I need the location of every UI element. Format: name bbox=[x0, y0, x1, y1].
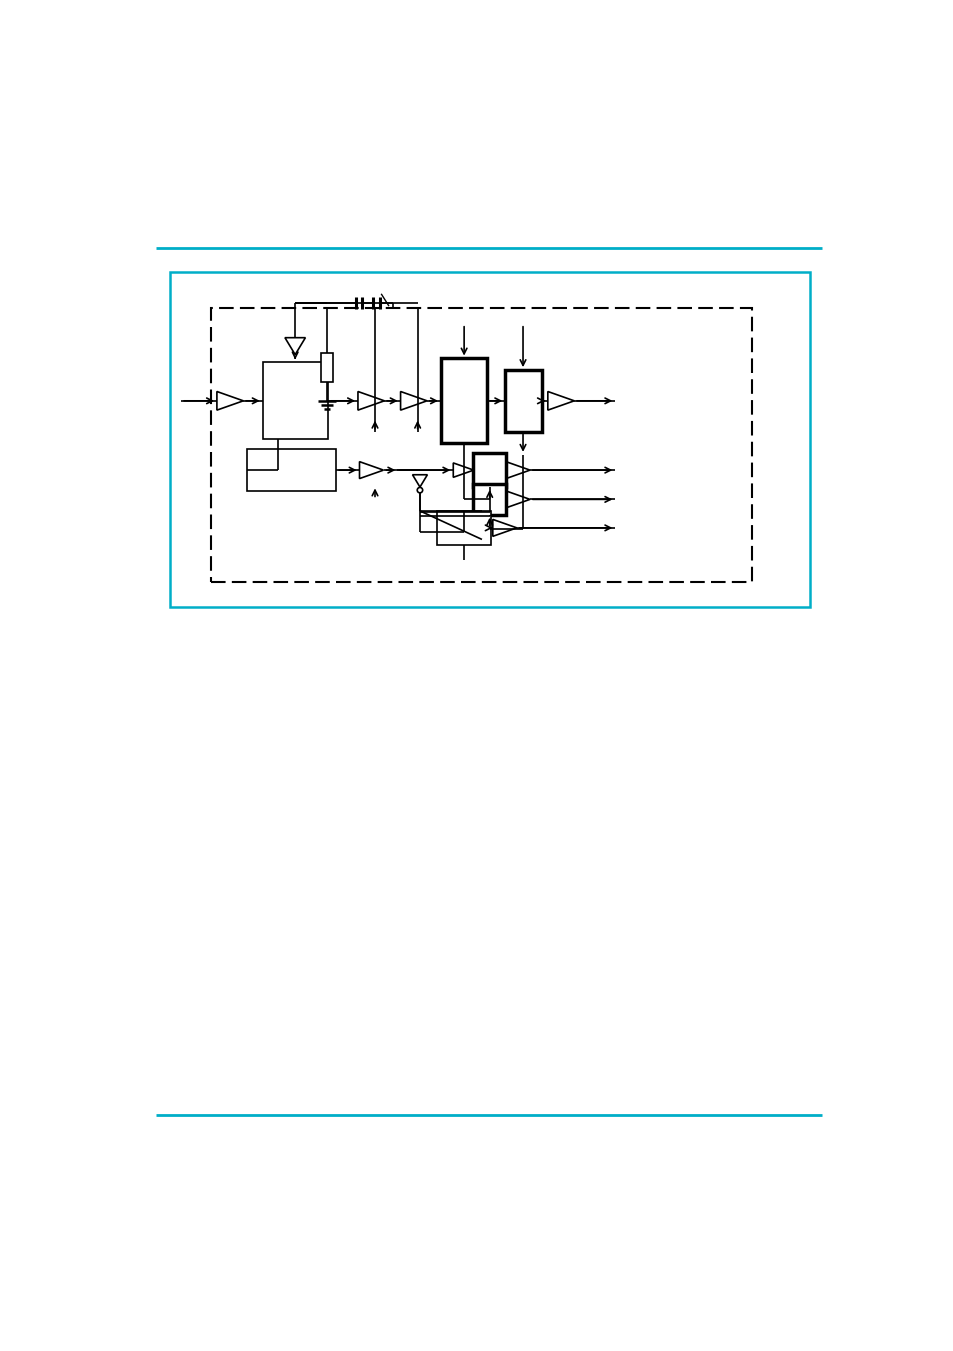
Bar bbox=[320, 353, 333, 382]
Bar bbox=[436, 511, 491, 544]
Bar bbox=[170, 273, 809, 607]
Bar bbox=[247, 449, 335, 490]
Bar bbox=[262, 362, 328, 439]
Bar bbox=[440, 358, 487, 443]
Bar bbox=[473, 453, 505, 488]
Bar bbox=[211, 308, 751, 582]
Bar bbox=[505, 370, 541, 431]
Bar bbox=[473, 484, 505, 515]
